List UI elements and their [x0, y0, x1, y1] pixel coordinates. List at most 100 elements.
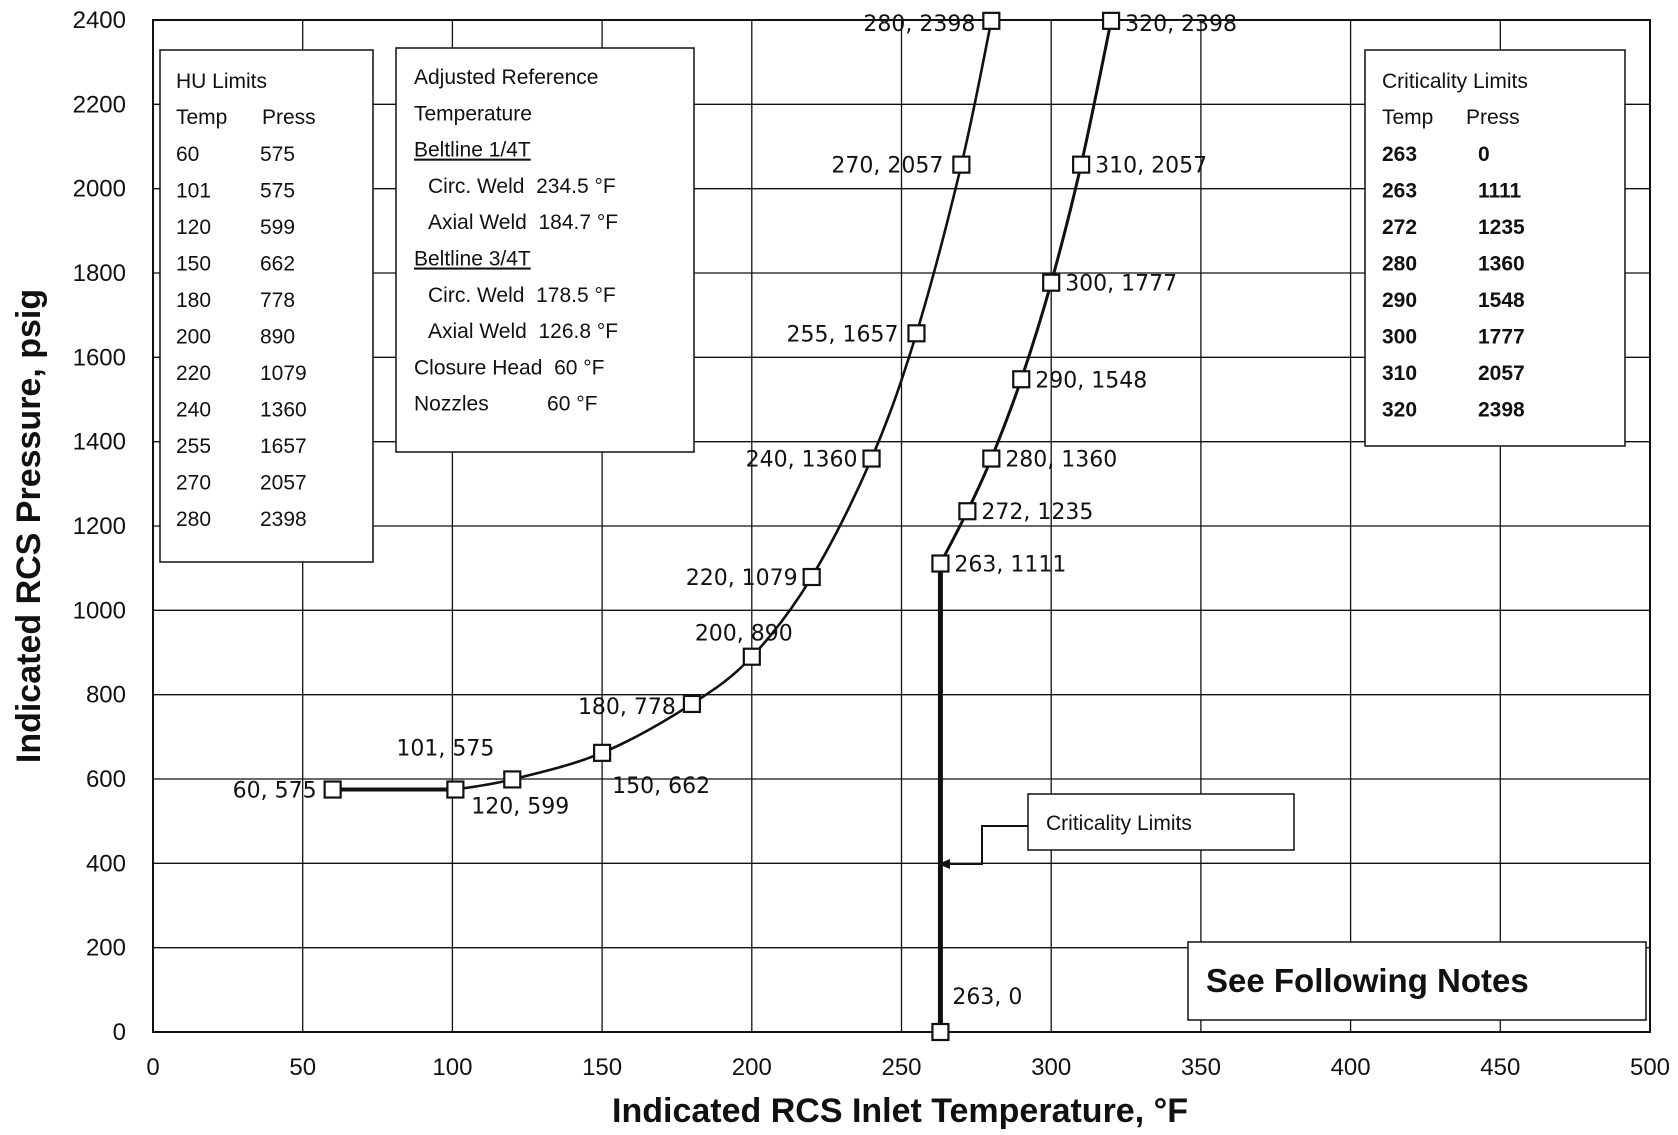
criticality-table-cell-temp: 263 [1382, 143, 1417, 166]
hu-table-cell-press: 2057 [260, 472, 307, 495]
hu-table-cell-temp: 150 [176, 253, 211, 276]
criticality-table-cell-temp: 310 [1382, 362, 1417, 385]
y-tick-label: 1000 [73, 597, 126, 624]
data-markers [323, 11, 1121, 1042]
y-tick-label: 600 [86, 766, 126, 793]
criticality-table-cell-press: 0 [1478, 143, 1490, 166]
criticality-limits-table: Criticality Limits Temp Press 263 0 263 1111 27… [1364, 49, 1626, 447]
hu-table-header-press: Press [262, 106, 316, 129]
reference-box-line: Adjusted Reference [414, 66, 598, 89]
criticality-point [958, 502, 977, 521]
hu-table-cell-press: 778 [260, 289, 295, 312]
hu-table-cell-temp: 120 [176, 216, 211, 239]
criticality-point [931, 1022, 950, 1042]
hu-table-cell-press: 1657 [260, 435, 307, 458]
hu-table-cell-temp: 255 [176, 435, 211, 458]
criticality-label: 320, 2398 [1125, 12, 1237, 37]
criticality-point [982, 449, 1001, 468]
reference-box-line: Circ. Weld 178.5 °F [428, 284, 616, 307]
hu-limit-label: 255, 1657 [787, 322, 899, 347]
x-tick-label: 150 [582, 1054, 622, 1081]
criticality-label: 263, 0 [952, 985, 1022, 1010]
criticality-box [1364, 49, 1626, 447]
hu-table-cell-temp: 101 [176, 180, 211, 203]
criticality-table-cell-temp: 290 [1382, 289, 1417, 312]
hu-limit-label: 60, 575 [233, 779, 317, 804]
hu-table-cell-press: 890 [260, 326, 295, 349]
hu-limit-point [592, 743, 612, 762]
hu-table-cell-press: 599 [260, 216, 295, 239]
criticality-table-title: Criticality Limits [1382, 70, 1528, 93]
hu-table-cell-temp: 200 [176, 326, 211, 349]
criticality-label: 290, 1548 [1035, 368, 1147, 393]
hu-limit-point [952, 155, 971, 174]
criticality-table-cell-temp: 263 [1382, 180, 1417, 203]
notes-text: See Following Notes [1206, 962, 1529, 999]
y-tick-label: 1400 [73, 429, 126, 456]
annotation-arrowhead [938, 859, 950, 869]
x-tick-label: 0 [146, 1054, 159, 1081]
criticality-annotation: Criticality Limits [938, 793, 1295, 869]
reference-box-line: Beltline 3/4T [414, 248, 531, 271]
y-tick-label: 0 [113, 1019, 126, 1046]
x-tick-label: 400 [1331, 1054, 1371, 1081]
hu-limit-point [446, 780, 465, 799]
hu-table-cell-press: 662 [260, 253, 295, 276]
reference-box [395, 47, 695, 453]
x-tick-label: 50 [289, 1054, 316, 1081]
x-tick-label: 250 [881, 1054, 921, 1081]
reference-box-line: Nozzles 60 °F [414, 393, 597, 416]
hu-limit-point [982, 11, 1001, 30]
hu-limits-table: HU Limits Temp Press 60 575 101 575 120 599 150 66… [159, 49, 374, 563]
criticality-table-cell-temp: 320 [1382, 399, 1417, 422]
x-tick-label: 500 [1630, 1054, 1670, 1081]
reference-box-line: Circ. Weld 234.5 °F [428, 175, 616, 198]
hu-limits-box [159, 49, 374, 563]
point-labels: 60, 575 101, 575 120, 599 150, 662 180, 778 2… [233, 12, 1237, 1010]
hu-limit-point [802, 567, 821, 587]
hu-limit-point [682, 694, 702, 714]
hu-table-cell-temp: 180 [176, 289, 211, 312]
x-tick-label: 200 [732, 1054, 772, 1081]
hu-limit-label: 280, 2398 [863, 12, 975, 37]
annotation-text: Criticality Limits [1046, 812, 1192, 835]
criticality-point [1101, 11, 1121, 30]
y-tick-label: 400 [86, 850, 126, 877]
criticality-label: 300, 1777 [1065, 272, 1177, 297]
reference-box-line: Closure Head 60 °F [414, 356, 605, 379]
criticality-point [1042, 273, 1061, 292]
hu-limit-label: 120, 599 [471, 794, 569, 819]
criticality-table-cell-press: 2398 [1478, 399, 1525, 422]
hu-table-header-temp: Temp [176, 106, 227, 129]
hu-limit-point [742, 647, 761, 666]
criticality-table-header-temp: Temp [1382, 106, 1433, 129]
hu-table-cell-temp: 280 [176, 508, 211, 531]
criticality-point [931, 554, 950, 573]
reference-temperature-box: Adjusted Reference Temperature Beltline 1/… [395, 47, 695, 453]
criticality-table-cell-press: 1111 [1478, 180, 1522, 203]
hu-limit-point [503, 770, 522, 789]
hu-limit-label: 220, 1079 [686, 566, 798, 591]
reference-box-line: Axial Weld 126.8 °F [428, 320, 618, 343]
hu-table-title: HU Limits [176, 70, 267, 93]
hu-limit-label: 200, 890 [695, 622, 793, 647]
reference-box-line: Beltline 1/4T [414, 139, 531, 162]
notes-box-frame [1187, 941, 1647, 1021]
hu-table-cell-press: 1360 [260, 399, 307, 422]
criticality-table-cell-press: 1777 [1478, 326, 1525, 349]
hu-limit-point [862, 449, 881, 468]
y-tick-labels: 0 200 400 600 800 1000 1200 1400 1600 1800 2000 220… [73, 7, 126, 1046]
y-tick-label: 200 [86, 935, 126, 962]
hu-limit-label: 240, 1360 [746, 448, 858, 473]
reference-box-line: Temperature [414, 102, 532, 125]
notes-box: See Following Notes [1187, 941, 1647, 1021]
hu-table-cell-press: 575 [260, 180, 295, 203]
criticality-table-cell-press: 1548 [1478, 289, 1525, 312]
y-tick-label: 1200 [73, 513, 126, 540]
criticality-point [1072, 155, 1091, 174]
hu-table-cell-temp: 60 [176, 143, 199, 166]
criticality-table-cell-press: 2057 [1478, 362, 1525, 385]
criticality-point [1012, 370, 1031, 389]
y-tick-label: 1800 [73, 260, 126, 287]
